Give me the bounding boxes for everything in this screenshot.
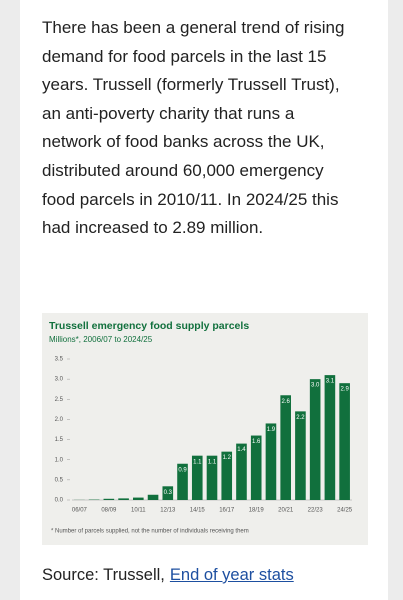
- y-tick-label: 2.5: [55, 397, 64, 403]
- text-line: There has been a general trend of rising: [42, 18, 345, 37]
- value-label: 2.2: [296, 415, 305, 421]
- source-label: Source: Trussell,: [42, 566, 165, 584]
- paragraph: There has been a general trend of rising…: [42, 14, 344, 243]
- bar: [206, 455, 218, 500]
- text-line: distributed around 60,000 emergency: [42, 160, 324, 180]
- bar: [280, 395, 291, 500]
- value-label: 2.6: [282, 399, 291, 405]
- source-link[interactable]: End of year stats: [169, 566, 294, 584]
- text-line: years. Trussell (formerly Trussell Trust…: [42, 75, 340, 95]
- y-tick-label: 0.5: [55, 477, 64, 483]
- bar: [147, 494, 159, 500]
- x-tick-label: 20/21: [278, 508, 294, 514]
- y-tick-label: 0.0: [55, 498, 64, 504]
- bar: [250, 435, 262, 500]
- value-label: 1.4: [237, 447, 246, 453]
- value-label: 2.9: [340, 387, 349, 393]
- text-line: demand for food parcels in the last 15: [42, 46, 327, 66]
- x-tick-label: 10/11: [131, 508, 146, 514]
- text-line: an anti-poverty charity that runs a: [42, 103, 295, 123]
- value-label: 3.1: [326, 379, 335, 385]
- bar: [103, 498, 115, 500]
- bar: [221, 451, 233, 500]
- value-label: 1.6: [252, 439, 261, 445]
- bar: [162, 486, 174, 500]
- y-tick-label: 3.0: [55, 377, 64, 383]
- x-tick-label: 08/09: [101, 508, 117, 514]
- x-tick-label: 18/19: [249, 508, 265, 514]
- bar: [265, 423, 277, 500]
- y-tick-label: 1.5: [55, 437, 64, 443]
- bar: [118, 498, 129, 500]
- x-tick-label: 22/23: [308, 508, 324, 514]
- x-tick-label: 12/13: [160, 508, 176, 514]
- value-label: 1.2: [223, 455, 232, 461]
- y-tick-label: 1.0: [55, 457, 64, 463]
- bar: [177, 463, 188, 500]
- x-tick-label: 16/17: [219, 508, 235, 514]
- value-label: 3.0: [311, 383, 320, 389]
- bar: [236, 443, 247, 500]
- chart: Trussell emergency food supply parcels M…: [42, 313, 368, 545]
- value-label: 1.1: [208, 459, 217, 465]
- x-tick-label: 06/07: [72, 508, 88, 514]
- text-line: food parcels in 2010/11. In 2024/25 this: [42, 189, 339, 209]
- x-tick-label: 14/15: [190, 508, 206, 514]
- value-label: 1.1: [193, 459, 202, 465]
- x-tick-label: 24/25: [337, 508, 353, 514]
- bar: [339, 383, 350, 500]
- bar: [191, 455, 203, 500]
- chart-subtitle: Millions*, 2006/07 to 2024/25: [49, 335, 153, 344]
- chart-title: Trussell emergency food supply parcels: [49, 320, 249, 332]
- bar: [295, 411, 306, 500]
- bar: [309, 379, 321, 500]
- y-tick-label: 3.5: [55, 357, 64, 363]
- y-tick-label: 2.0: [55, 417, 64, 423]
- bar: [133, 497, 144, 500]
- value-label: 0.9: [178, 467, 187, 473]
- value-label: 1.9: [267, 427, 276, 433]
- source: Source: Trussell, End of year stats: [42, 566, 294, 585]
- value-label: 0.3: [164, 490, 173, 496]
- footnote: * Number of parcels supplied, not the nu…: [51, 529, 249, 535]
- text-line: network of food banks across the UK,: [42, 132, 325, 152]
- text-line: had increased to 2.89 million.: [42, 218, 264, 238]
- bar: [324, 375, 336, 500]
